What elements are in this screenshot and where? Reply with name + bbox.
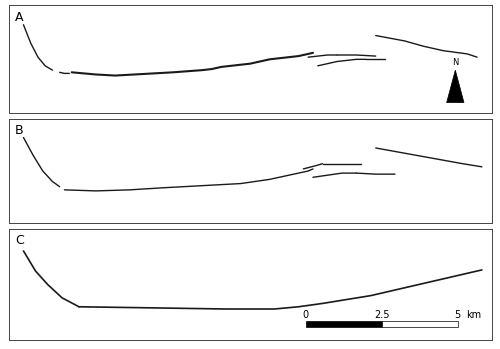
Text: C: C [15, 234, 24, 247]
Polygon shape [446, 70, 464, 103]
Text: N: N [452, 58, 458, 67]
Text: 2.5: 2.5 [374, 310, 390, 320]
Text: A: A [15, 10, 24, 24]
Text: km: km [466, 310, 481, 320]
Text: B: B [15, 124, 24, 137]
Bar [382, 321, 458, 327]
Text: 5: 5 [454, 310, 461, 320]
Bar [306, 321, 382, 327]
Text: 0: 0 [302, 310, 309, 320]
